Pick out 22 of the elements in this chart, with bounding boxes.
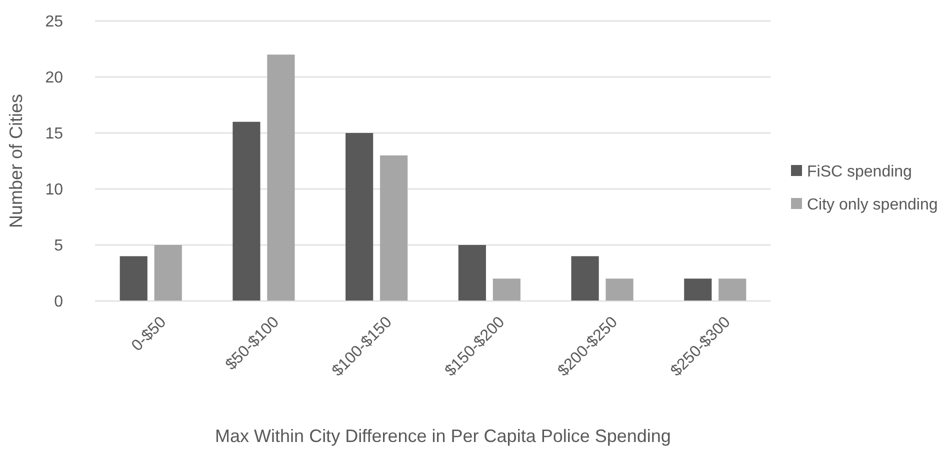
y-tick-label: 25 — [45, 14, 64, 31]
bar — [120, 256, 148, 301]
bar — [606, 278, 634, 301]
bar — [458, 245, 486, 301]
bar — [492, 278, 520, 301]
bar — [718, 278, 746, 301]
bar — [232, 122, 260, 301]
bar — [154, 245, 182, 301]
bar — [684, 278, 712, 301]
y-tick-label: 10 — [45, 182, 64, 199]
y-tick-label: 0 — [54, 294, 64, 311]
legend-label: FiSC spending — [807, 164, 912, 181]
legend-label: City only spending — [807, 196, 938, 214]
bar — [380, 155, 408, 301]
x-axis-title: Max Within City Difference in Per Capita Police Spending — [215, 426, 671, 446]
y-tick-label: 15 — [45, 126, 64, 143]
y-tick-label: 20 — [45, 70, 64, 87]
bar — [267, 54, 295, 301]
bar — [571, 256, 599, 301]
y-axis-title: Number of Cities — [6, 94, 26, 228]
y-tick-label: 5 — [54, 238, 64, 255]
bar — [346, 133, 374, 301]
